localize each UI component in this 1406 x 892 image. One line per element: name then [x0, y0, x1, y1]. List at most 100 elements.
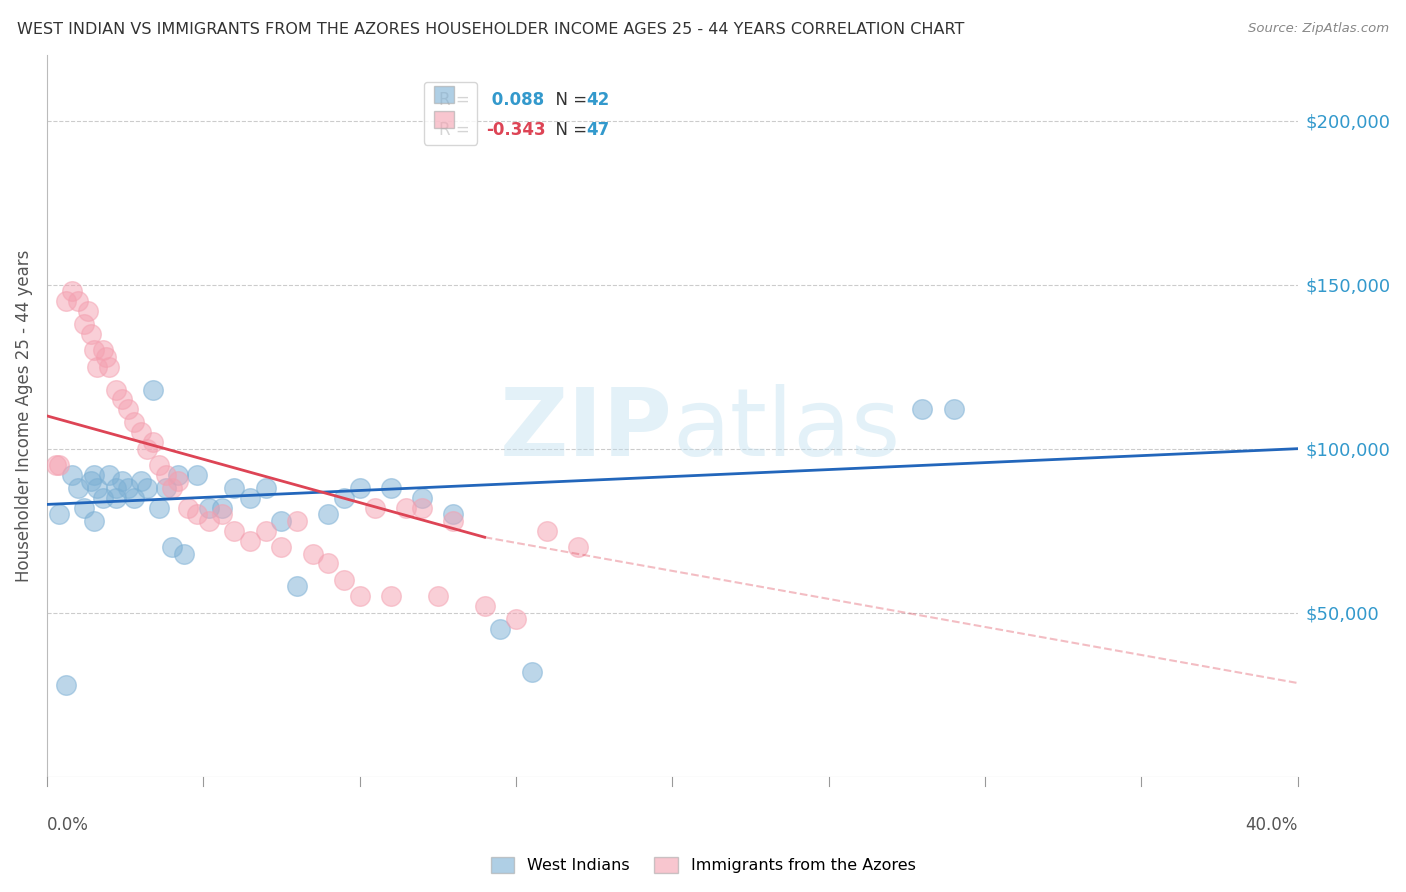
- Point: [142, 383, 165, 397]
- Point: [173, 547, 195, 561]
- Text: 42: 42: [586, 92, 610, 110]
- Point: [91, 343, 114, 358]
- Point: [136, 481, 159, 495]
- Text: 40.0%: 40.0%: [1246, 816, 1298, 834]
- Text: WEST INDIAN VS IMMIGRANTS FROM THE AZORES HOUSEHOLDER INCOME AGES 25 - 44 YEARS : WEST INDIAN VS IMMIGRANTS FROM THE AZORE…: [17, 22, 965, 37]
- Point: [411, 500, 433, 515]
- Point: [142, 435, 165, 450]
- Point: [45, 458, 67, 472]
- Point: [117, 402, 139, 417]
- Point: [489, 622, 512, 636]
- Point: [211, 508, 233, 522]
- Point: [333, 491, 356, 505]
- Point: [395, 500, 418, 515]
- Point: [48, 458, 70, 472]
- Point: [117, 481, 139, 495]
- Text: 0.0%: 0.0%: [46, 816, 89, 834]
- Point: [60, 285, 83, 299]
- Point: [76, 304, 98, 318]
- Point: [536, 524, 558, 538]
- Point: [83, 343, 105, 358]
- Point: [316, 508, 339, 522]
- Point: [67, 481, 90, 495]
- Point: [155, 467, 177, 482]
- Point: [224, 524, 246, 538]
- Point: [148, 500, 170, 515]
- Point: [86, 359, 108, 374]
- Point: [67, 294, 90, 309]
- Point: [224, 481, 246, 495]
- Point: [441, 508, 464, 522]
- Point: [186, 467, 208, 482]
- Text: R =: R =: [439, 120, 475, 138]
- Point: [104, 383, 127, 397]
- Point: [96, 350, 118, 364]
- Text: N =: N =: [546, 120, 592, 138]
- Point: [155, 481, 177, 495]
- Text: 0.088: 0.088: [486, 92, 544, 110]
- Point: [83, 514, 105, 528]
- Text: -0.343: -0.343: [486, 120, 546, 138]
- Point: [333, 573, 356, 587]
- Point: [301, 547, 323, 561]
- Text: ZIP: ZIP: [499, 384, 672, 476]
- Point: [55, 678, 77, 692]
- Point: [520, 665, 543, 679]
- Point: [942, 402, 965, 417]
- Point: [911, 402, 934, 417]
- Point: [270, 514, 292, 528]
- Point: [567, 540, 589, 554]
- Point: [73, 317, 96, 331]
- Point: [148, 458, 170, 472]
- Y-axis label: Householder Income Ages 25 - 44 years: Householder Income Ages 25 - 44 years: [15, 250, 32, 582]
- Point: [254, 524, 277, 538]
- Point: [176, 500, 198, 515]
- Point: [79, 475, 101, 489]
- Point: [111, 392, 134, 407]
- Point: [111, 475, 134, 489]
- Point: [104, 491, 127, 505]
- Legend: West Indians, Immigrants from the Azores: West Indians, Immigrants from the Azores: [484, 850, 922, 880]
- Point: [211, 500, 233, 515]
- Point: [380, 481, 402, 495]
- Point: [136, 442, 159, 456]
- Point: [91, 491, 114, 505]
- Point: [55, 294, 77, 309]
- Point: [474, 599, 496, 613]
- Point: [160, 540, 183, 554]
- Point: [380, 589, 402, 603]
- Point: [124, 416, 146, 430]
- Point: [167, 467, 190, 482]
- Point: [129, 425, 152, 440]
- Point: [124, 491, 146, 505]
- Text: N =: N =: [546, 92, 592, 110]
- Point: [285, 579, 308, 593]
- Point: [270, 540, 292, 554]
- Point: [83, 467, 105, 482]
- Point: [98, 467, 121, 482]
- Point: [285, 514, 308, 528]
- Text: R =: R =: [439, 92, 475, 110]
- Point: [198, 514, 221, 528]
- Text: atlas: atlas: [672, 384, 900, 476]
- Point: [426, 589, 449, 603]
- Point: [104, 481, 127, 495]
- Legend: , : ,: [425, 81, 478, 145]
- Point: [198, 500, 221, 515]
- Point: [129, 475, 152, 489]
- Point: [167, 475, 190, 489]
- Point: [411, 491, 433, 505]
- Point: [349, 481, 371, 495]
- Point: [364, 500, 387, 515]
- Point: [98, 359, 121, 374]
- Point: [86, 481, 108, 495]
- Point: [186, 508, 208, 522]
- Text: 47: 47: [586, 120, 610, 138]
- Point: [239, 491, 262, 505]
- Point: [316, 557, 339, 571]
- Text: Source: ZipAtlas.com: Source: ZipAtlas.com: [1249, 22, 1389, 36]
- Point: [349, 589, 371, 603]
- Point: [79, 326, 101, 341]
- Point: [160, 481, 183, 495]
- Point: [239, 533, 262, 548]
